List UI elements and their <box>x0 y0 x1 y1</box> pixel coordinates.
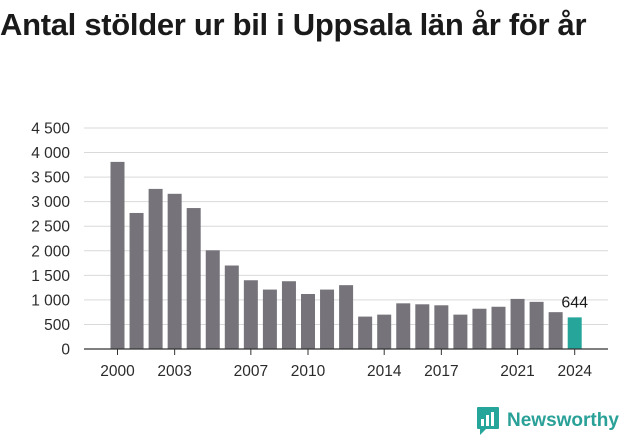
x-tick-label: 2010 <box>291 363 326 380</box>
bar-2016 <box>415 304 430 349</box>
bar-2022 <box>529 301 544 349</box>
newsworthy-logo: Newsworthy <box>476 406 619 436</box>
bar-2023 <box>548 312 563 349</box>
data-label-2024: 644 <box>561 294 588 311</box>
bar-2019 <box>472 308 487 349</box>
brand-name: Newsworthy <box>507 410 619 431</box>
x-tick-label: 2017 <box>424 363 458 380</box>
chart-title: Antal stölder ur bil i Uppsala län år fö… <box>0 7 587 42</box>
bar-2011 <box>320 289 335 349</box>
bar-2013 <box>358 316 373 349</box>
x-tick-label: 2003 <box>157 363 191 380</box>
y-tick-label: 4 500 <box>31 121 70 138</box>
y-axis-tick-labels: 0 500 1 000 1 500 2 000 2 500 3 000 3 500 4 000 4… <box>31 121 70 359</box>
bar-2012 <box>339 285 354 349</box>
bar-2004 <box>186 208 201 349</box>
bar-2009 <box>281 281 296 349</box>
bar-2018 <box>453 314 468 349</box>
newsworthy-logo-icon <box>477 407 499 435</box>
x-tick-label: 2007 <box>234 363 268 380</box>
y-tick-label: 4 000 <box>31 145 70 162</box>
y-tick-label: 0 <box>61 342 70 359</box>
bar-2008 <box>262 289 277 349</box>
bar-2020 <box>491 306 506 349</box>
bar-2010 <box>301 293 315 349</box>
bar-2003 <box>167 193 182 349</box>
y-tick-label: 2 500 <box>31 219 70 236</box>
y-tick-label: 500 <box>44 317 70 334</box>
bar-2007 <box>243 280 258 349</box>
annotations: 644 <box>561 294 588 311</box>
bar-2024 <box>567 317 582 349</box>
bar-2002 <box>148 188 163 349</box>
bar-2006 <box>224 265 239 349</box>
bar-2017 <box>434 305 449 349</box>
y-tick-label: 3 000 <box>31 194 70 211</box>
bar-2001 <box>129 212 144 349</box>
y-tick-label: 1 500 <box>31 268 70 285</box>
x-tick-label: 2014 <box>367 363 402 380</box>
y-tick-label: 1 000 <box>31 292 70 309</box>
x-axis: 2000 2003 2007 2010 2014 2017 2021 2024 <box>84 348 608 380</box>
bar-2021 <box>510 298 525 349</box>
x-tick-label: 2021 <box>500 363 534 380</box>
x-tick-label: 2024 <box>557 363 592 380</box>
y-tick-label: 2 000 <box>31 243 70 260</box>
y-tick-label: 3 500 <box>31 170 70 187</box>
bar-2015 <box>396 303 411 349</box>
bar-2000 <box>110 161 125 349</box>
x-tick-label: 2000 <box>100 363 135 380</box>
bar-2005 <box>205 250 220 349</box>
bars <box>110 161 582 349</box>
bar-2014 <box>377 314 392 349</box>
